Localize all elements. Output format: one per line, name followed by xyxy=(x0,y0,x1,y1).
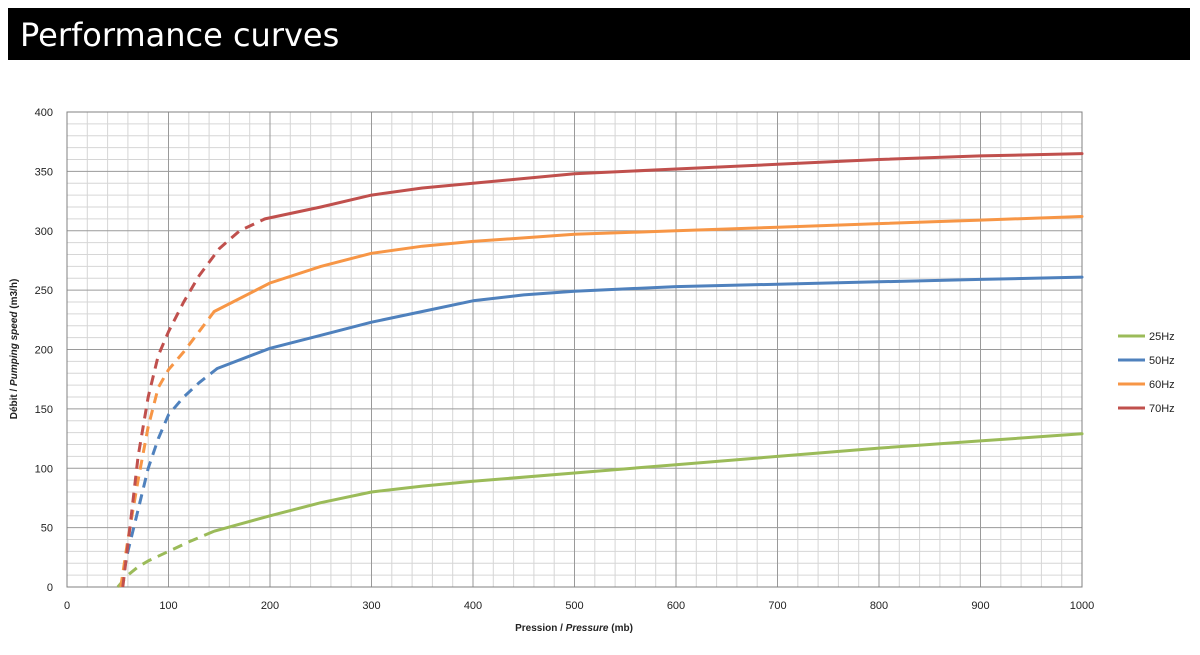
y-tick-label: 350 xyxy=(35,166,53,178)
y-tick-label: 0 xyxy=(47,582,53,594)
x-tick-label: 600 xyxy=(667,600,685,612)
x-axis-ticks: 0 100 200 300 400 500 600 700 800 900 1000 xyxy=(64,600,1094,612)
x-tick-label: 500 xyxy=(565,600,583,612)
y-tick-label: 150 xyxy=(35,404,53,416)
y-tick-label: 100 xyxy=(35,463,53,475)
y-tick-label: 200 xyxy=(35,345,53,357)
y-axis-ticks: 0 50 100 150 200 250 300 350 400 xyxy=(35,107,53,594)
series-line xyxy=(263,152,1084,221)
y-axis-title: Débit / Pumping speed (m3/h) xyxy=(9,279,20,420)
legend-label: 25Hz xyxy=(1149,331,1175,343)
x-tick-label: 100 xyxy=(159,600,177,612)
x-tick-label: 700 xyxy=(768,600,786,612)
series-line-dashed xyxy=(121,217,266,588)
page-title: Performance curves xyxy=(20,16,340,54)
legend-label: 50Hz xyxy=(1149,355,1175,367)
y-tick-label: 250 xyxy=(35,285,53,297)
x-tick-label: 300 xyxy=(362,600,380,612)
legend-item: 50Hz xyxy=(1118,355,1175,367)
series-60Hz xyxy=(119,215,1084,588)
series-50Hz xyxy=(119,275,1084,588)
legend-item: 25Hz xyxy=(1118,331,1175,343)
legend-label: 70Hz xyxy=(1149,403,1175,415)
series-line-dashed xyxy=(116,529,215,588)
legend-label: 60Hz xyxy=(1149,379,1175,391)
series-layer xyxy=(116,152,1084,588)
x-tick-label: 1000 xyxy=(1070,600,1094,612)
x-tick-label: 0 xyxy=(64,600,70,612)
series-line xyxy=(212,215,1084,313)
title-bar: Performance curves xyxy=(8,8,1190,60)
series-line xyxy=(212,432,1084,533)
x-tick-label: 900 xyxy=(971,600,989,612)
plot-frame xyxy=(66,111,1083,588)
series-line-dashed xyxy=(119,310,216,588)
series-70Hz xyxy=(121,152,1084,588)
y-tick-label: 50 xyxy=(41,523,53,535)
x-axis-title: Pression / Pressure (mb) xyxy=(515,623,633,634)
y-tick-label: 300 xyxy=(35,226,53,238)
series-line xyxy=(215,275,1084,370)
y-tick-label: 400 xyxy=(35,107,53,119)
series-25Hz xyxy=(116,432,1084,588)
legend-item: 70Hz xyxy=(1118,403,1175,415)
x-tick-label: 400 xyxy=(464,600,482,612)
series-line-dashed xyxy=(119,367,219,588)
legend-item: 60Hz xyxy=(1118,379,1175,391)
x-tick-label: 200 xyxy=(261,600,279,612)
legend: 25Hz 50Hz 60Hz 70Hz xyxy=(1118,331,1175,415)
x-tick-label: 800 xyxy=(870,600,888,612)
